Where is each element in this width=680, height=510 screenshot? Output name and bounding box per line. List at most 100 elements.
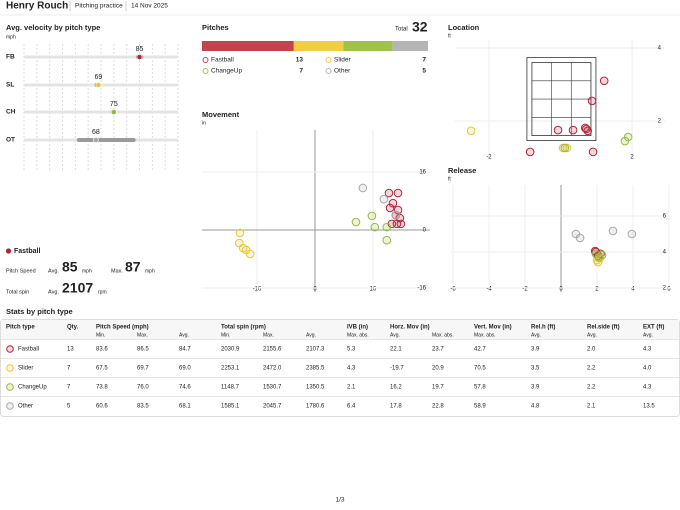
table-cell: 60.6 — [96, 404, 108, 410]
pitch-point — [384, 188, 394, 198]
table-cell: 83.5 — [137, 404, 149, 410]
x-tick-label: 2 — [630, 155, 634, 161]
table-cell: 2030.9 — [221, 347, 240, 353]
table-cell: 67.5 — [96, 366, 108, 372]
row-marker — [6, 345, 14, 353]
column-header: Vert. Mov (in) — [474, 325, 512, 331]
table-cell: 22.1 — [390, 347, 402, 353]
unit: mph — [145, 268, 155, 274]
table-cell: 7 — [67, 385, 71, 391]
table-cell: 2155.6 — [263, 347, 282, 353]
table-cell: 1350.5 — [306, 385, 325, 391]
legend-count: 13 — [296, 57, 304, 64]
table-cell: 3.9 — [531, 347, 540, 353]
column-subheader: Avg. — [179, 332, 189, 338]
pitch-point — [581, 124, 591, 134]
table-cell: 4.3 — [347, 366, 356, 372]
legend-marker — [325, 57, 332, 63]
column-header: IVB (in) — [347, 325, 368, 331]
row-name: Slider — [18, 366, 33, 372]
table-cell: 74.6 — [179, 385, 191, 391]
column-subheader: Max. — [263, 332, 274, 338]
legend-count: 7 — [299, 68, 303, 75]
table-cell: -19.7 — [390, 366, 404, 372]
value-label: 69 — [95, 74, 103, 81]
stack-segment — [392, 41, 428, 51]
date: 14 Nov 2025 — [131, 3, 168, 10]
table-cell: 42.7 — [474, 347, 486, 353]
y-tick-label: 4 — [663, 250, 667, 256]
table-cell: 76.0 — [137, 385, 149, 391]
pitch-point — [608, 226, 618, 236]
x-tick-label: 2 — [595, 287, 599, 293]
x-tick-label: 16 — [370, 287, 377, 293]
table-cell: 5.3 — [347, 347, 356, 353]
chart-title: Avg. velocity by pitch type — [6, 23, 100, 32]
table-cell: 16.2 — [390, 385, 402, 391]
table-cell: 3.9 — [531, 385, 540, 391]
y-tick-label: 6 — [663, 214, 667, 220]
value-label: 75 — [110, 101, 118, 108]
spin-avg: 2107 — [62, 280, 93, 296]
column-header: Total spin (rpm) — [221, 325, 266, 331]
unit: mph — [82, 268, 92, 274]
table-cell: 69.0 — [179, 366, 191, 372]
y-tick-label: 2 — [658, 119, 662, 125]
table-cell: 20.9 — [432, 366, 444, 372]
category-label: FB — [6, 54, 15, 61]
pitch-point — [235, 228, 245, 238]
pitch-point — [385, 203, 395, 213]
pitch-point — [358, 183, 368, 193]
pitch-point — [575, 233, 585, 243]
track — [24, 110, 178, 114]
chart-unit: mph — [6, 34, 16, 40]
table-cell: 1585.1 — [221, 404, 240, 410]
table-cell: 13 — [67, 347, 74, 353]
row-marker — [6, 383, 14, 391]
pitch-point — [466, 126, 476, 136]
pitch-point — [367, 211, 377, 221]
pitch-point — [351, 217, 361, 227]
table-cell: 4.8 — [531, 404, 540, 410]
x-tick-label: 0 — [559, 287, 563, 293]
stack-segment — [343, 41, 393, 51]
row-name: ChangeUp — [18, 385, 47, 391]
legend-label: Other — [334, 68, 351, 75]
y-tick-label: 4 — [658, 46, 662, 52]
x-tick-label: 6 — [667, 287, 671, 293]
legend-label: Slider — [334, 57, 351, 64]
pitch-point — [562, 143, 572, 153]
speed-max: 87 — [125, 259, 141, 275]
pitch-point — [587, 96, 597, 106]
table-cell: 1780.6 — [306, 404, 325, 410]
table-cell: 1148.7 — [221, 385, 240, 391]
table-cell: 73.8 — [96, 385, 108, 391]
table-cell: 2.1 — [587, 404, 596, 410]
pitch-point — [627, 229, 637, 239]
column-subheader: Max. abs. — [347, 332, 369, 338]
chart-title: Pitches — [202, 23, 229, 32]
page-number: 1/3 — [335, 497, 344, 504]
y-tick-label: 16 — [419, 170, 426, 176]
column-header: Rel.side (ft) — [587, 325, 620, 331]
pitch-point — [525, 147, 535, 157]
pitch-point — [553, 125, 563, 135]
pitch-point — [382, 235, 392, 245]
chart-title: Movement — [202, 110, 240, 119]
pitch-point — [568, 125, 578, 135]
x-tick-label: 4 — [631, 287, 635, 293]
table-cell: 4.3 — [643, 385, 652, 391]
column-header: Rel.h (ft) — [531, 325, 555, 331]
table-cell: 70.5 — [474, 366, 486, 372]
selected-marker — [5, 248, 12, 254]
metric-label: Pitch Speed — [6, 268, 36, 274]
stack-segment — [293, 41, 344, 51]
category-label: SL — [6, 82, 14, 89]
x-tick-label: -6 — [450, 287, 456, 293]
category-label: OT — [6, 137, 15, 144]
pitch-point — [393, 188, 403, 198]
table-cell: 2.0 — [587, 347, 596, 353]
column-subheader: Min. — [221, 332, 230, 338]
row-marker — [6, 364, 14, 372]
